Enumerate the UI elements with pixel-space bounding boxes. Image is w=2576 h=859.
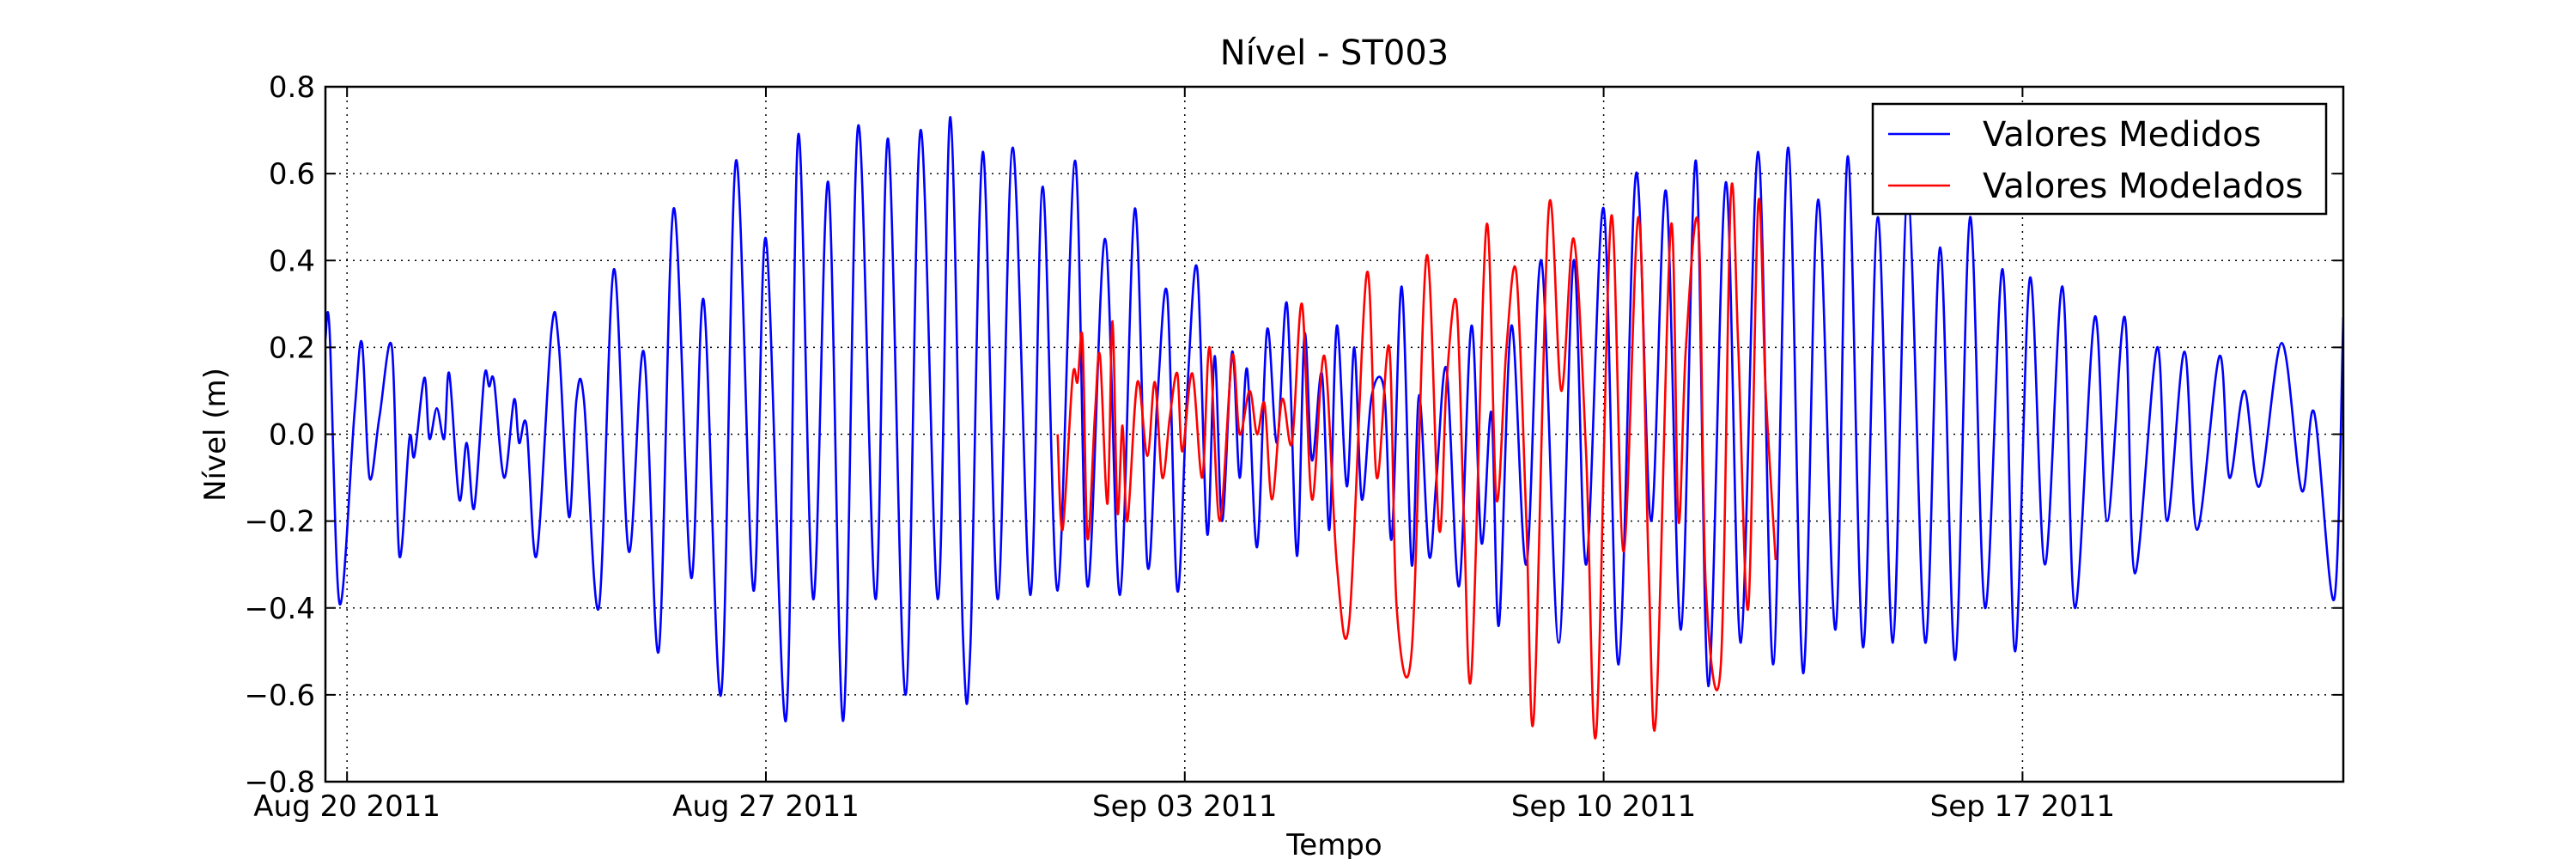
x-tick-label: Sep 10 2011 — [1511, 789, 1697, 824]
chart-title: Nível - ST003 — [1220, 34, 1449, 73]
ticks: −0.8 −0.6 −0.4 −0.2 0.0 0.2 0.4 0.6 0.8 Aug 20 20… — [244, 70, 2343, 824]
y-tick-label: −0.2 — [244, 505, 315, 539]
series-line — [1056, 182, 1777, 740]
y-tick-label: −0.4 — [244, 592, 315, 626]
y-axis-label: Nível (m) — [198, 368, 233, 502]
legend: Valores Medidos Valores Modelados — [1871, 102, 2328, 216]
legend-box — [1871, 102, 2328, 216]
legend-label: Valores Modelados — [1983, 167, 2303, 206]
y-tick-label: 0.4 — [269, 244, 315, 278]
x-tick-label: Aug 27 2011 — [672, 789, 860, 824]
x-tick-label: Aug 20 2011 — [253, 789, 440, 824]
axes-frame — [324, 85, 2345, 783]
y-tick-label: 0.2 — [269, 331, 315, 365]
x-tick-label: Sep 17 2011 — [1930, 789, 2116, 824]
y-tick-label: 0.8 — [269, 70, 315, 105]
y-tick-label: 0.6 — [269, 157, 315, 192]
y-tick-label: −0.6 — [244, 679, 315, 713]
y-tick-label: −0.8 — [244, 765, 315, 800]
series-line — [325, 116, 2343, 722]
legend-label: Valores Medidos — [1983, 115, 2261, 155]
plot-area — [325, 116, 2343, 740]
x-tick-label: Sep 03 2011 — [1092, 789, 1278, 824]
x-axis-label: Tempo — [1285, 828, 1382, 859]
y-tick-label: 0.0 — [269, 418, 315, 453]
